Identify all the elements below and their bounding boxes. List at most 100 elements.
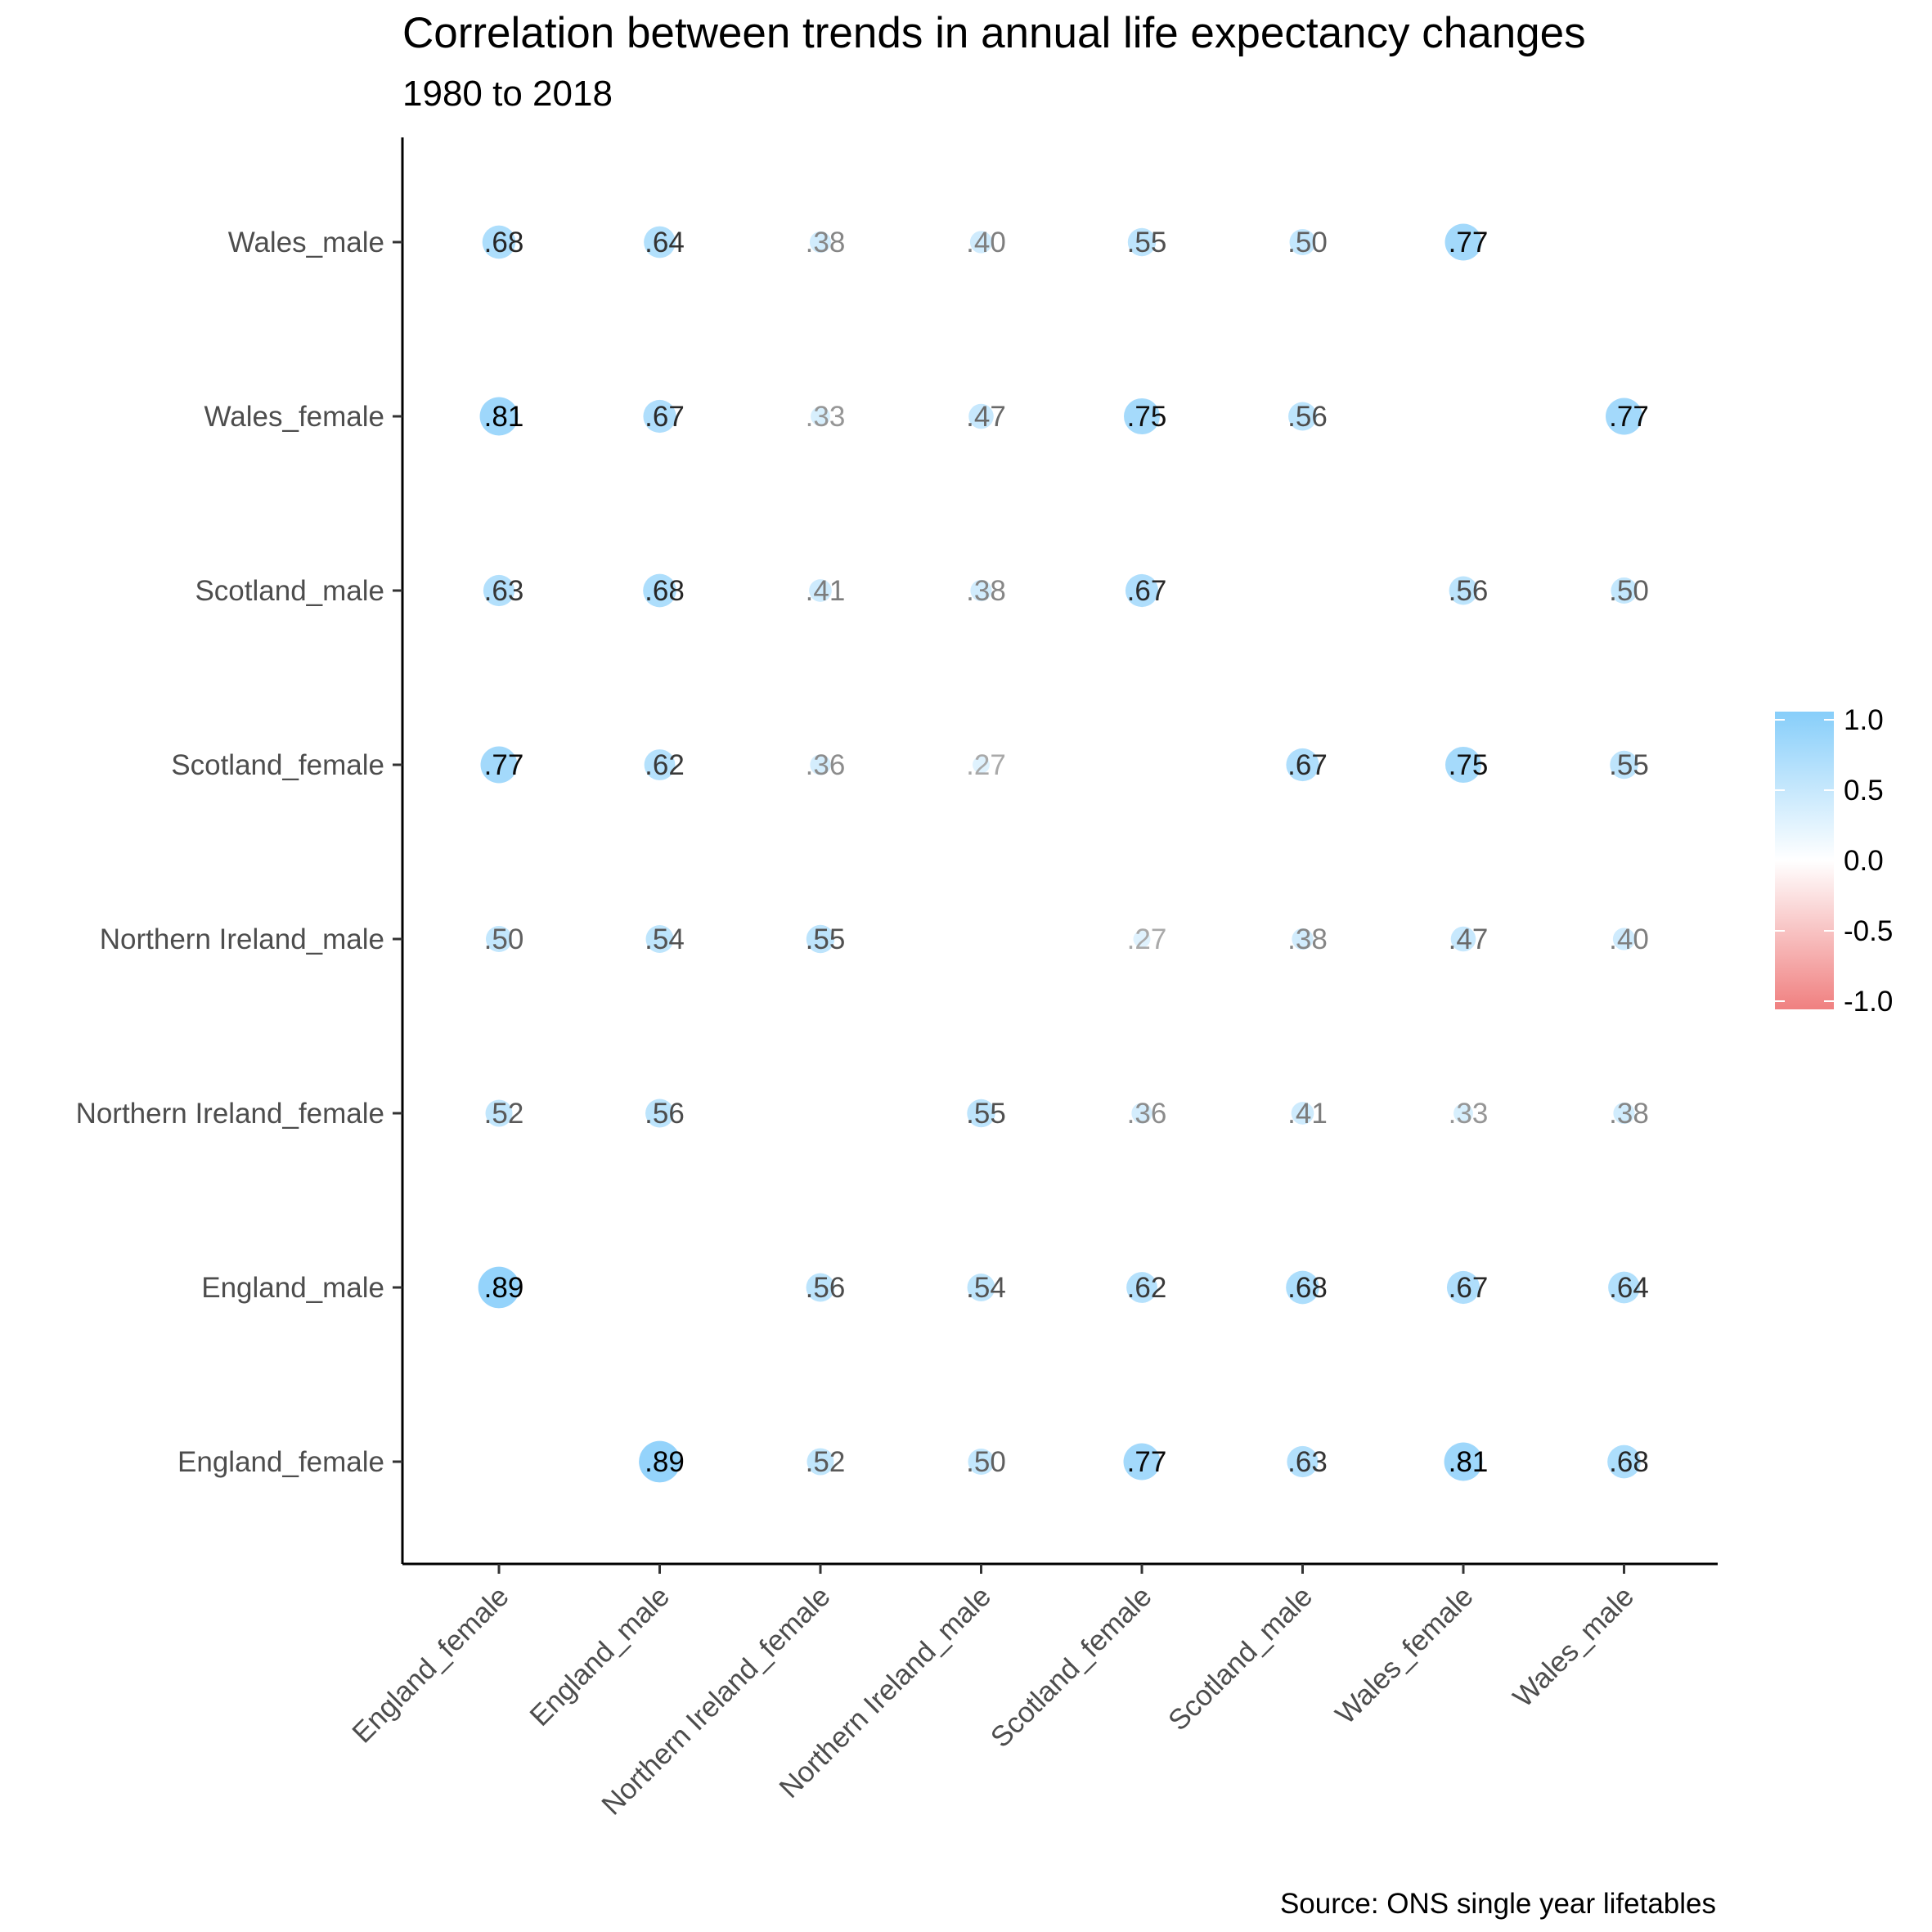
y-tick-label: England_female	[177, 1446, 384, 1478]
source-caption: Source: ONS single year lifetables	[1279, 1888, 1716, 1920]
correlation-point	[1286, 748, 1319, 782]
correlation-point	[482, 225, 516, 259]
correlation-point	[1286, 1270, 1319, 1305]
correlation-label: .64	[1609, 1272, 1649, 1304]
y-tick-label: Northern Ireland_female	[76, 1098, 384, 1130]
correlation-point	[970, 579, 992, 602]
correlation-point	[480, 746, 518, 784]
correlation-point	[1125, 573, 1159, 608]
correlation-label: .50	[1287, 227, 1328, 258]
chart-title: Correlation between trends in annual lif…	[402, 9, 1586, 57]
correlation-point	[644, 226, 676, 258]
correlation-label: .36	[1127, 1098, 1167, 1130]
correlation-point	[643, 399, 676, 434]
correlation-point	[1446, 1270, 1480, 1305]
correlation-point	[806, 924, 835, 954]
correlation-point	[1123, 1443, 1161, 1480]
legend-tick-label: -1.0	[1844, 986, 1893, 1018]
correlation-label: .50	[966, 1446, 1006, 1478]
correlation-label: .63	[1287, 1446, 1328, 1478]
correlation-point	[1127, 227, 1157, 257]
correlation-label: .81	[1449, 1446, 1489, 1478]
correlation-point	[967, 1274, 995, 1301]
correlation-label: .62	[1127, 1272, 1167, 1304]
color-legend: 1.0 0.5 0.0 -0.5 -1.0	[1775, 704, 1893, 1018]
correlation-point	[479, 397, 519, 436]
y-tick-label: England_male	[201, 1272, 384, 1304]
correlation-point	[809, 579, 832, 602]
correlation-point	[483, 574, 515, 607]
correlation-point	[1292, 928, 1314, 950]
correlation-label: .77	[1449, 227, 1489, 258]
correlation-point	[809, 231, 832, 254]
x-tick-label: England_male	[523, 1580, 676, 1732]
correlation-point	[810, 754, 831, 775]
y-tick-label: Northern Ireland_male	[100, 923, 384, 955]
correlation-point	[968, 1449, 995, 1475]
correlation-label: .54	[645, 923, 685, 955]
correlation-label: .67	[1127, 575, 1167, 607]
x-tick-label: Scotland_male	[1162, 1580, 1319, 1737]
correlation-label: .55	[806, 923, 846, 955]
correlation-point	[1606, 398, 1642, 435]
correlation-label: .41	[806, 575, 846, 607]
correlation-label: .68	[1609, 1446, 1649, 1478]
x-tick-label: Scotland_female	[985, 1580, 1158, 1754]
correlation-point	[811, 407, 830, 426]
y-tick-label: Wales_female	[204, 401, 384, 433]
correlation-label: .56	[645, 1098, 685, 1130]
correlation-label: .47	[1449, 923, 1489, 955]
correlation-point	[1450, 926, 1476, 952]
correlation-label: .68	[645, 575, 685, 607]
legend-tick-label: -0.5	[1844, 915, 1893, 947]
correlation-label: .67	[645, 401, 685, 433]
correlation-point	[1291, 1102, 1314, 1125]
correlation-point	[1610, 750, 1638, 780]
correlation-point	[969, 231, 993, 254]
correlation-label: .41	[1287, 1098, 1328, 1130]
y-tick-label: Scotland_male	[195, 575, 384, 607]
correlation-label: .40	[966, 227, 1006, 258]
x-tick-label: Wales_female	[1329, 1580, 1479, 1730]
correlation-label: .68	[1287, 1272, 1328, 1304]
correlation-point	[1449, 576, 1478, 605]
legend-tick-label: 0.0	[1844, 845, 1884, 877]
correlation-point	[643, 573, 676, 608]
correlation-label: .89	[484, 1272, 524, 1304]
correlation-point	[1445, 223, 1482, 261]
correlation-label: .55	[966, 1098, 1006, 1130]
correlation-label: .52	[484, 1098, 524, 1130]
correlation-label: .38	[1287, 923, 1328, 955]
correlation-label: .89	[645, 1446, 685, 1478]
correlation-label: .63	[484, 575, 524, 607]
correlation-label: .27	[966, 749, 1006, 781]
correlation-point	[1287, 1445, 1319, 1478]
correlation-label: .36	[806, 749, 846, 781]
correlation-label: .50	[484, 923, 524, 955]
x-tick-label: Wales_male	[1507, 1580, 1640, 1714]
correlation-point	[486, 926, 512, 952]
correlation-label: .33	[1449, 1098, 1489, 1130]
correlation-point	[1611, 577, 1638, 604]
y-axis: England_female England_male Northern Irela…	[76, 137, 404, 1564]
correlation-label: .77	[1609, 401, 1649, 433]
correlation-label: .38	[966, 575, 1006, 607]
correlation-point	[1126, 1272, 1157, 1303]
correlation-point	[1444, 1442, 1483, 1481]
correlation-point	[1288, 402, 1317, 431]
correlation-label: .27	[1127, 923, 1167, 955]
correlation-point	[973, 756, 990, 774]
correlation-point	[1453, 1103, 1473, 1123]
correlation-label: .55	[1127, 227, 1167, 258]
legend-tick-label: 1.0	[1844, 704, 1884, 736]
correlation-label: .56	[806, 1272, 846, 1304]
correlation-point	[806, 1448, 834, 1476]
correlation-point	[645, 925, 674, 953]
correlation-point	[1133, 930, 1151, 948]
correlation-label: .67	[1449, 1272, 1489, 1304]
correlation-label: .81	[484, 401, 524, 433]
correlation-label: .64	[645, 227, 685, 258]
correlation-label: .62	[645, 749, 685, 781]
